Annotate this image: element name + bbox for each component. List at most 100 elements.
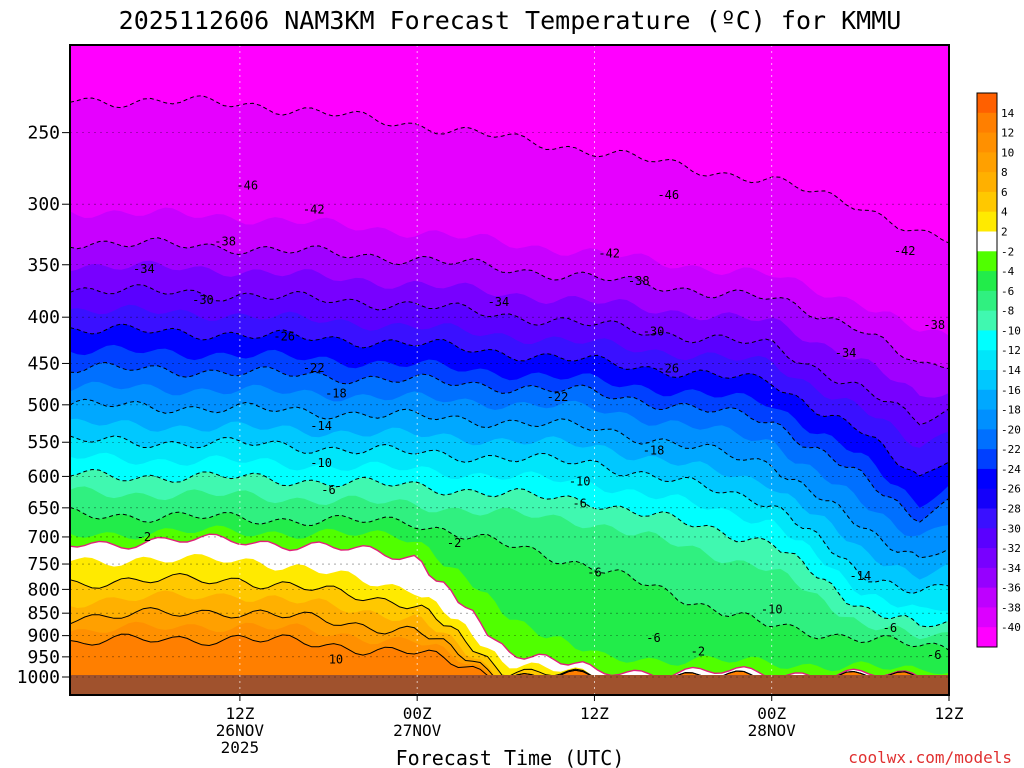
colorbar-swatch <box>977 449 997 470</box>
contour-label: -6 <box>927 648 941 662</box>
colorbar-tick-label: -10 <box>1001 324 1021 337</box>
contour-label: -18 <box>643 444 665 458</box>
contour-line-18 <box>70 533 949 684</box>
contour-label: -42 <box>303 202 325 216</box>
x-tick-label: 27NOV <box>393 721 442 740</box>
colorbar-tick-label: -28 <box>1001 503 1021 516</box>
contour-labels: -46 -42 -38 -34 -30 -26 -22 -18 -14 -10 -6 -2 -2 10 -3… <box>133 178 945 666</box>
colorbar-swatch <box>977 211 997 232</box>
colorbar-swatch <box>977 468 997 490</box>
contour-label: -46 <box>657 188 679 202</box>
y-tick-label: 950 <box>27 647 60 668</box>
contour-label: -38 <box>923 318 945 332</box>
y-axis: 2503003504004505005506006507007508008509… <box>17 123 70 688</box>
plot-frame <box>69 44 950 696</box>
contour-label: -2 <box>447 536 461 550</box>
plot-area: -46 -42 -38 -34 -30 -26 -22 -18 -14 -10 -6 -2 -2 10 -3… <box>70 45 949 695</box>
colorbar-tick-label: -38 <box>1001 601 1021 614</box>
x-tick-label: 2025 <box>221 738 260 757</box>
y-tick-label: 600 <box>27 466 60 487</box>
y-tick-label: 550 <box>27 432 60 453</box>
contour-label: -46 <box>236 178 258 192</box>
colorbar-swatch <box>977 310 997 331</box>
colorbar-swatch <box>977 132 997 153</box>
colorbar-tick-label: -32 <box>1001 542 1021 555</box>
colorbar-tick-label: -12 <box>1001 344 1021 357</box>
credit-link[interactable]: coolwx.com/models <box>848 748 1012 767</box>
contour-label: -10 <box>761 602 783 616</box>
grid-lines <box>70 45 949 695</box>
colorbar-swatch <box>977 93 997 114</box>
contour-line-2 <box>70 237 949 370</box>
contour-label: -34 <box>133 262 155 276</box>
y-tick-label: 300 <box>27 194 60 215</box>
contour-line-10 <box>70 398 949 559</box>
contour-label: -38 <box>214 235 236 249</box>
colorbar-tick-label: -6 <box>1001 285 1014 298</box>
contour-label: 10 <box>329 653 343 667</box>
x-tick-label: 12Z <box>225 704 254 723</box>
contour-label: -6 <box>646 631 660 645</box>
colorbar-swatch <box>977 231 997 252</box>
contour-label: -22 <box>303 361 325 375</box>
contour-line-4 <box>70 284 949 426</box>
colorbar-tick-label: -26 <box>1001 483 1021 496</box>
y-tick-label: 350 <box>27 255 60 276</box>
colorbar-tick-label: -34 <box>1001 562 1021 575</box>
colorbar-swatch <box>977 528 997 549</box>
contour-label: -30 <box>192 293 214 307</box>
colorbar-swatch <box>977 172 997 193</box>
colorbar-swatch <box>977 548 997 569</box>
contour-label: -14 <box>850 569 872 583</box>
contour-line-0 <box>70 95 949 244</box>
colorbar-swatch <box>977 409 997 430</box>
colorbar-swatch <box>977 271 997 292</box>
contour-line-14 <box>70 468 949 628</box>
contour-label: -26 <box>657 362 679 376</box>
contour-label: -14 <box>310 419 332 433</box>
colorbar-swatch <box>977 350 997 371</box>
colorbar: 14 12 10 8 6 4 2 -2 -4 -6 -8 -10 -12 -14 -16 -18 -20 -22 -… <box>976 92 1021 648</box>
contour-label: -10 <box>310 456 332 470</box>
colorbar-swatch <box>977 112 997 134</box>
y-tick-label: 1000 <box>17 667 60 688</box>
colorbar-tick-label: 8 <box>1001 166 1008 179</box>
colorbar-swatch <box>977 508 997 529</box>
colorbar-swatch <box>977 330 997 351</box>
x-tick-label: 12Z <box>935 704 964 723</box>
colorbar-tick-label: -20 <box>1001 423 1021 436</box>
y-tick-label: 500 <box>27 395 60 416</box>
colorbar-swatch <box>977 389 997 411</box>
colorbar-swatch <box>977 251 997 272</box>
contour-label: -2 <box>691 644 705 658</box>
y-tick-label: 850 <box>27 603 60 624</box>
contour-line-8 <box>70 361 949 523</box>
colorbar-tick-label: -16 <box>1001 384 1021 397</box>
y-tick-label: 900 <box>27 626 60 647</box>
colorbar-swatch <box>977 191 997 213</box>
colorbar-swatch <box>977 488 997 509</box>
colorbar-tick-label: -8 <box>1001 305 1014 318</box>
contour-label: -22 <box>547 390 569 404</box>
colorbar-tick-label: -18 <box>1001 404 1021 417</box>
contour-line-6 <box>70 323 949 477</box>
colorbar-tick-label: 14 <box>1001 107 1015 120</box>
x-axis-label: Forecast Time (UTC) <box>396 746 625 768</box>
ground-surface <box>70 675 949 695</box>
x-tick-label: 00Z <box>403 704 432 723</box>
colorbar-tick-label: 4 <box>1001 206 1008 219</box>
contour-label: -6 <box>572 497 586 511</box>
contour-label: -6 <box>883 621 897 635</box>
colorbar-tick-label: -4 <box>1001 265 1015 278</box>
x-tick-label: 28NOV <box>748 721 797 740</box>
colorbar-swatch <box>977 607 997 628</box>
colorbar-swatch <box>977 567 997 589</box>
contour-label: -34 <box>488 295 510 309</box>
contour-label: -42 <box>894 244 916 258</box>
colorbar-tick-label: 6 <box>1001 186 1008 199</box>
contour-line-16 <box>70 506 949 651</box>
chart-title: 2025112606 NAM3KM Forecast Temperature (… <box>119 6 902 35</box>
colorbar-tick-label: -24 <box>1001 463 1021 476</box>
colorbar-tick-label: -30 <box>1001 522 1021 535</box>
contour-line-12 <box>70 435 949 595</box>
